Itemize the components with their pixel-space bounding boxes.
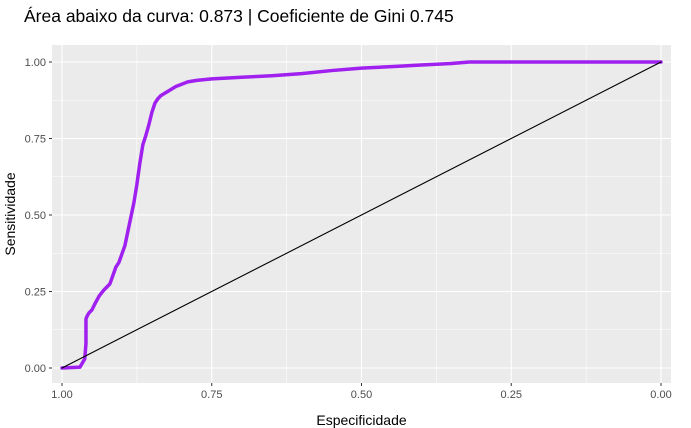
x-tick-label: 0.75 — [201, 389, 222, 401]
y-axis-title: Sensitividade — [2, 172, 18, 255]
y-tick-label: 0.00 — [25, 363, 46, 375]
y-tick-label: 0.25 — [25, 287, 46, 299]
y-tick-label: 1.00 — [25, 57, 46, 69]
y-tick-label: 0.75 — [25, 134, 46, 146]
x-axis-title: Especificidade — [316, 412, 406, 428]
data-layer — [60, 60, 663, 370]
y-tick-label: 0.50 — [25, 210, 46, 222]
x-tick-label: 1.00 — [51, 389, 72, 401]
x-tick-label: 0.00 — [650, 389, 671, 401]
roc-curve-line — [60, 60, 663, 370]
chart-title: Área abaixo da curva: 0.873 | Coeficient… — [24, 6, 454, 26]
x-tick-label: 0.25 — [501, 389, 522, 401]
reference-diagonal-line — [61, 61, 662, 369]
axis-layer: 0.00 0.25 0.50 0.75 1.00 1.00 0.75 0.50 0.25 0.00 — [25, 57, 672, 401]
x-tick-label: 0.50 — [351, 389, 372, 401]
